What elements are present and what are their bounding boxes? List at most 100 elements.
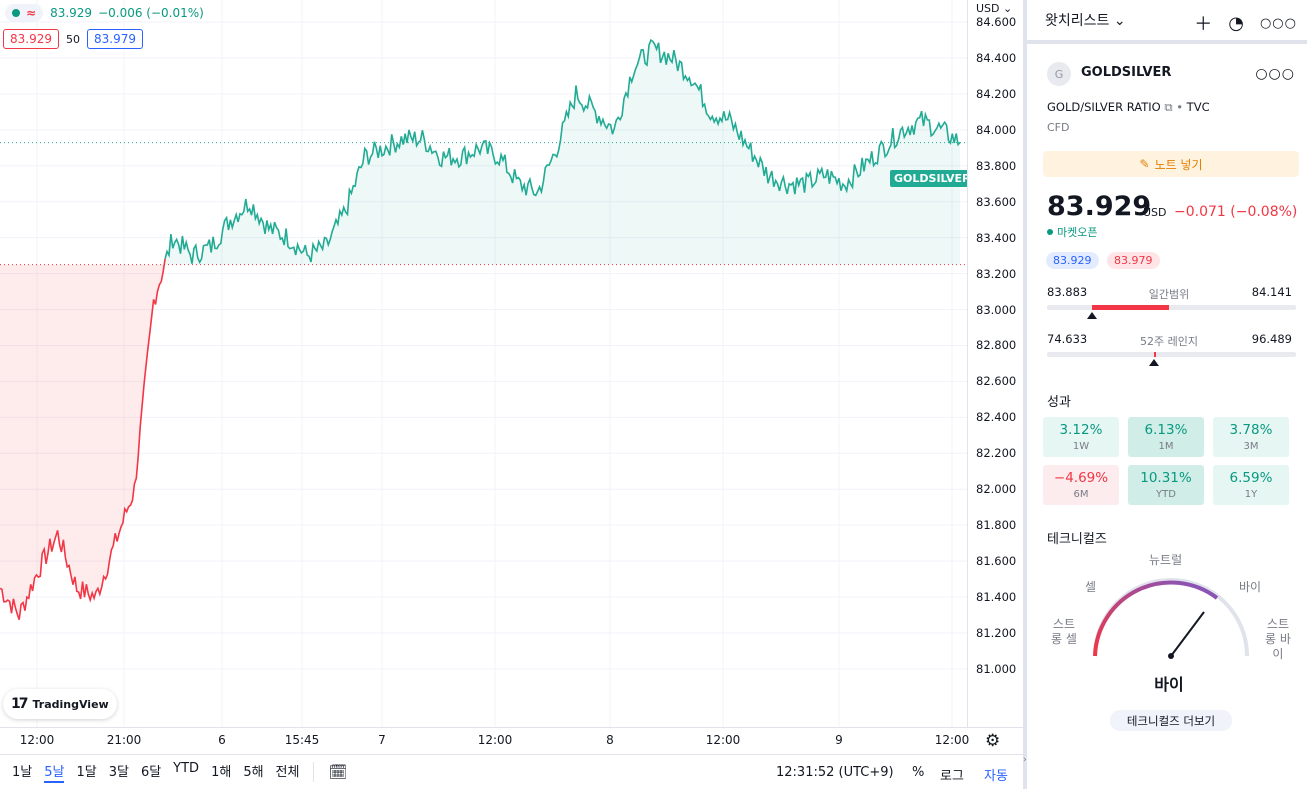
external-link-icon[interactable]: ⧉ (1164, 100, 1177, 114)
performance-value: 6.59% (1229, 470, 1273, 486)
sell-price-button[interactable]: 83.929 (3, 29, 59, 49)
timeframe-button[interactable]: 1달 (76, 765, 97, 780)
price-tick-label: 81.200 (976, 625, 1017, 640)
price-change: −0.071 (−0.08%) (1174, 204, 1298, 220)
performance-value: 3.78% (1229, 422, 1273, 438)
gauge-buy-label: 바이 (1239, 580, 1262, 594)
below-baseline-area (0, 258, 166, 620)
price-chart[interactable]: ≈ 83.929 −0.006 (−0.01%) 83.929 50 83.97… (0, 0, 967, 727)
wave-icon: ≈ (26, 6, 37, 20)
price-tick-label: 84.400 (976, 50, 1017, 65)
legend-change: −0.006 (−0.01%) (98, 6, 204, 20)
log-toggle[interactable]: 로그 (940, 769, 964, 784)
price-tick-label: 82.800 (976, 338, 1017, 353)
technicals-title[interactable]: 테크니컬즈 (1047, 532, 1107, 547)
symbol-name[interactable]: GOLDSILVER (1081, 65, 1172, 80)
performance-period: YTD (1156, 489, 1176, 500)
price-tick-label: 82.000 (976, 482, 1017, 497)
performance-period: 3M (1243, 441, 1259, 452)
market-status[interactable]: 마켓오픈 (1047, 224, 1097, 240)
price-currency: USD (1143, 206, 1167, 219)
performance-cell[interactable]: 10.31% YTD (1128, 465, 1204, 505)
technicals-gauge (1093, 578, 1249, 659)
time-tick-label: 21:00 (106, 733, 142, 747)
main-price: 83.929 (1047, 191, 1152, 222)
panel-collapse-handle[interactable]: › (1023, 755, 1027, 765)
watermark-text: TradingView (32, 697, 109, 711)
week52-range-marker-icon (1149, 359, 1160, 366)
more-technicals-button[interactable]: 테크니컬즈 더보기 (1110, 710, 1232, 731)
legend-price: 83.929 (50, 6, 93, 20)
bid-ask-legend: 83.929 50 83.979 (3, 29, 143, 49)
market-status-text: 마켓오픈 (1057, 226, 1098, 239)
price-tick-label: 84.200 (976, 86, 1017, 101)
week52-range-high: 96.489 (1251, 332, 1292, 346)
series-price-tag: GOLDSILVER (890, 170, 967, 187)
bid-badge: 83.929 (1046, 252, 1099, 269)
timeframe-button[interactable]: 1해 (211, 765, 232, 780)
time-tick-label: 12:00 (934, 733, 970, 747)
timeframe-button[interactable]: 6달 (140, 765, 162, 780)
time-tick-label: 9 (835, 733, 843, 747)
auto-scale-toggle[interactable]: 자동 (984, 769, 1008, 784)
more-options-icon[interactable]: ○○○ (1259, 15, 1297, 31)
performance-cell[interactable]: 6.13% 1M (1128, 417, 1204, 457)
day-range-high: 84.141 (1251, 285, 1292, 299)
time-axis[interactable]: ⚙ 12:00 21:00 6 15:45 7 12:00 8 12:00 9 12:00 (0, 727, 1023, 753)
timeframe-button[interactable]: 5날 (44, 761, 65, 783)
performance-title: 성과 (1047, 395, 1071, 410)
performance-cell[interactable]: 6.59% 1Y (1213, 465, 1289, 505)
description-text[interactable]: GOLD/SILVER RATIO (1047, 100, 1161, 114)
price-tick-label: 81.000 (976, 661, 1017, 676)
clock-display[interactable]: 12:31:52 (UTC+9) (776, 765, 894, 780)
instrument-type: CFD (1047, 121, 1070, 134)
timeframe-button[interactable]: YTD (173, 761, 200, 776)
timeframe-button[interactable]: 5해 (243, 765, 264, 780)
performance-value: 3.12% (1059, 422, 1103, 438)
performance-period: 1M (1158, 441, 1174, 452)
gauge-track (1093, 578, 1249, 657)
axis-unit[interactable]: USD ⌄ (976, 2, 1013, 15)
bottom-toolbar: 1날 5날 1달 3달 6달 YTD 1해 5해 전체 🗓 12:31:52 (UTC+9) %… (0, 754, 1023, 789)
legend-status-pill[interactable]: ≈ (5, 4, 44, 22)
watchlist-header: 왓치리스트 ⌄ ＋ ◔ ○○○ (1027, 0, 1307, 44)
performance-value: 6.13% (1144, 422, 1188, 438)
time-tick-label: 8 (606, 733, 614, 747)
market-open-icon (12, 9, 20, 17)
timeframe-button[interactable]: 3달 (108, 765, 129, 780)
date-range-calendar-icon[interactable]: 🗓 (328, 763, 348, 781)
timeframe-button[interactable]: 1날 (12, 765, 33, 780)
tradingview-watermark[interactable]: 17 TradingView (3, 689, 117, 719)
gauge-needle (1170, 611, 1205, 657)
day-range-bar (1047, 305, 1296, 319)
performance-period: 1W (1072, 441, 1090, 452)
price-axis[interactable]: USD ⌄ 84.600 84.400 84.200 84.000 83.800 83.6… (967, 0, 1023, 727)
watchlist-title-dropdown[interactable]: 왓치리스트 ⌄ (1045, 13, 1126, 29)
day-range-label: 일간범위 (1148, 288, 1190, 301)
performance-period: 1Y (1244, 489, 1258, 500)
day-range-marker-icon (1086, 312, 1097, 319)
performance-cell[interactable]: 3.12% 1W (1043, 417, 1119, 457)
add-note-button[interactable]: ✎ 노트 넣기 (1043, 151, 1299, 177)
time-tick-label: 6 (218, 733, 226, 747)
time-tick-label: 12:00 (705, 733, 741, 747)
price-tick-label: 81.800 (976, 518, 1017, 533)
price-tick-label: 83.000 (976, 302, 1017, 317)
performance-cell[interactable]: 3.78% 3M (1213, 417, 1289, 457)
add-symbol-icon[interactable]: ＋ (1194, 14, 1213, 35)
timeframe-list: 1날 5날 1달 3달 6달 YTD 1해 5해 전체 (0, 761, 299, 783)
pie-chart-icon[interactable]: ◔ (1228, 12, 1244, 34)
performance-cell[interactable]: −4.69% 6M (1043, 465, 1119, 505)
symbol-more-icon[interactable]: ○○○ (1255, 66, 1295, 82)
percent-toggle[interactable]: % (912, 765, 925, 780)
gauge-result: 바이 (1154, 675, 1184, 694)
buy-price-button[interactable]: 83.979 (87, 29, 143, 49)
chart-canvas[interactable] (0, 0, 967, 727)
week52-range-bar (1047, 352, 1296, 366)
time-tick-label: 12:00 (477, 733, 513, 747)
time-tick-label: 12:00 (19, 733, 55, 747)
chart-settings-gear-icon[interactable]: ⚙ (985, 731, 1001, 751)
timeframe-button[interactable]: 전체 (275, 765, 300, 780)
